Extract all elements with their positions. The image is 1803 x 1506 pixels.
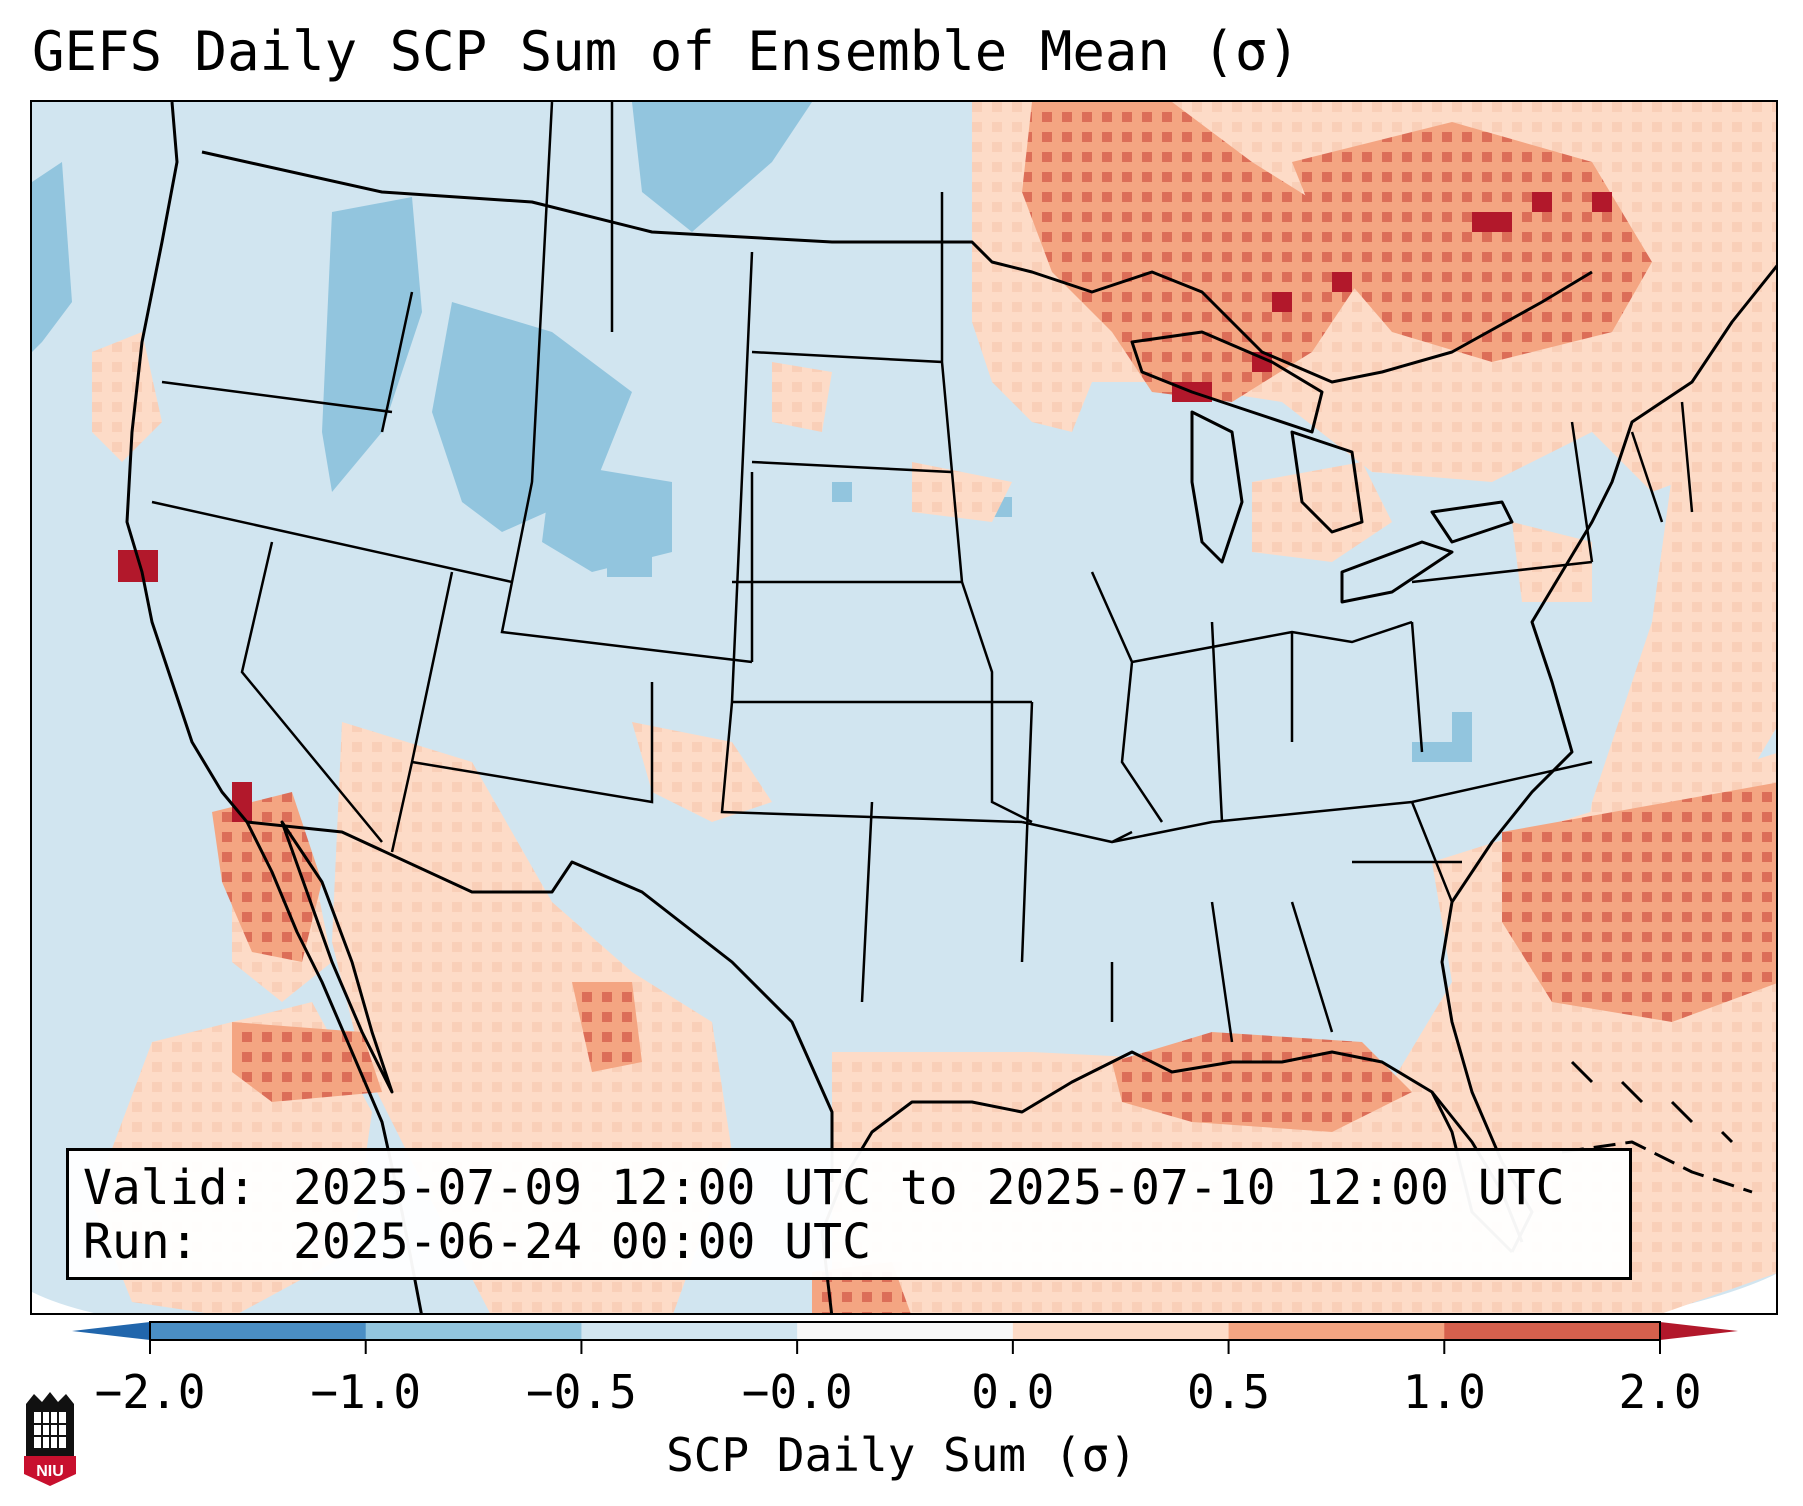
lake-ontario [1430,500,1514,544]
lake-erie [1340,540,1454,604]
colorbar-bin [150,1322,367,1340]
colorbar [72,1321,1738,1354]
colorbar-bin [797,1322,1014,1340]
colorbar-bin [1444,1322,1661,1340]
run-value: 2025-06-24 00:00 UTC [293,1214,871,1270]
colorbar-ticks [149,1340,1661,1354]
colorbar-bin [1228,1322,1445,1340]
lake-michigan [1190,410,1244,564]
lake-superior [1130,330,1324,434]
colorbar-tick-label: −0.0 [741,1365,853,1419]
gulf-of-california [280,820,394,1094]
chart-title: GEFS Daily SCP Sum of Ensemble Mean (σ) [32,20,1300,83]
colorbar-bin [365,1322,582,1340]
cuba-outline [1561,1140,1753,1194]
colorbar-outline [149,1321,1661,1341]
us-mexico-border [246,820,834,1182]
pacific-coastline [125,102,423,1313]
colorbar-tick-label: −2.0 [94,1365,206,1419]
colorbar-tick-label: 0.5 [1187,1365,1271,1419]
colorbar-bin [581,1322,798,1340]
valid-value: 2025-07-09 12:00 UTC to 2025-07-10 12:00… [293,1160,1565,1216]
colorbar-extend-high [1660,1322,1738,1340]
logo-text: NIU [36,1463,64,1480]
positive-anomaly-region [212,102,1776,1313]
valid-run-info-box: Valid: 2025-07-09 12:00 UTC to 2025-07-10… [66,1148,1632,1280]
colorbar-label: SCP Daily Sum (σ) [666,1428,1137,1482]
colorbar-extend-low [72,1322,150,1340]
valid-label: Valid: [83,1160,257,1216]
gulf-coastline [820,1050,1514,1313]
atlantic-coastline [1440,264,1776,1253]
colorbar-tick-label: 2.0 [1618,1365,1702,1419]
niu-logo: NIU [24,1392,76,1486]
scp-map [32,102,1776,1313]
negative-anomaly-region [32,102,1472,762]
lake-huron [1290,430,1364,534]
state-borders [151,102,1694,1043]
bahamas-outline [1570,1060,1734,1144]
coastlines-and-borders [125,102,1776,1313]
colorbar-tick-label: 0.0 [971,1365,1055,1419]
colorbar-tick-label: 1.0 [1402,1365,1486,1419]
map-panel [30,100,1778,1315]
colorbar-tick-label: −1.0 [310,1365,422,1419]
colorbar-bin [1012,1322,1230,1340]
run-label: Run: [83,1214,199,1270]
colorbar-tick-label: −0.5 [526,1365,637,1419]
colorbar-bins [150,1322,1661,1340]
